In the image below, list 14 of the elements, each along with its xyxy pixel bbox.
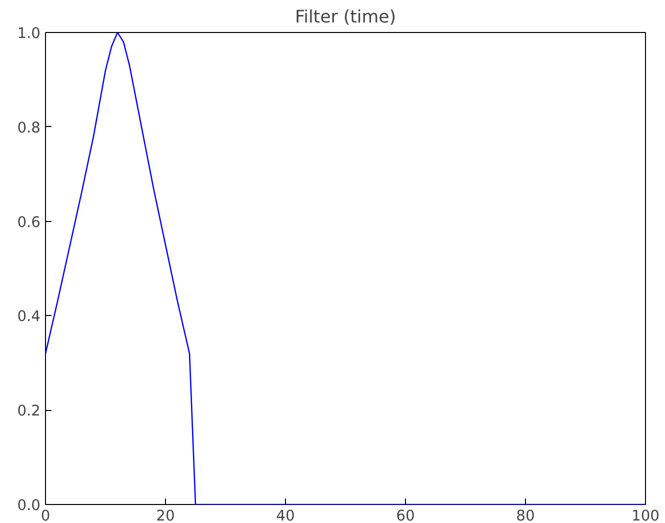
y-tick-label: 0.6: [17, 214, 41, 231]
y-tick-label: 0.4: [17, 308, 41, 326]
line-series: [46, 32, 646, 504]
x-tick-label: 100: [632, 508, 660, 523]
y-tick-label: 0.8: [17, 119, 41, 136]
x-tick-label: 40: [276, 508, 295, 523]
y-tick-label: 0.0: [17, 497, 41, 514]
x-tick-label: 60: [396, 508, 415, 523]
y-tick-label: 1.0: [17, 25, 41, 42]
x-tick-label: 20: [156, 508, 175, 523]
y-tick-label: 0.2: [17, 402, 41, 420]
x-tick-label: 80: [516, 508, 535, 523]
chart-title: Filter (time): [294, 8, 396, 28]
x-tick-label: 0: [40, 508, 50, 523]
